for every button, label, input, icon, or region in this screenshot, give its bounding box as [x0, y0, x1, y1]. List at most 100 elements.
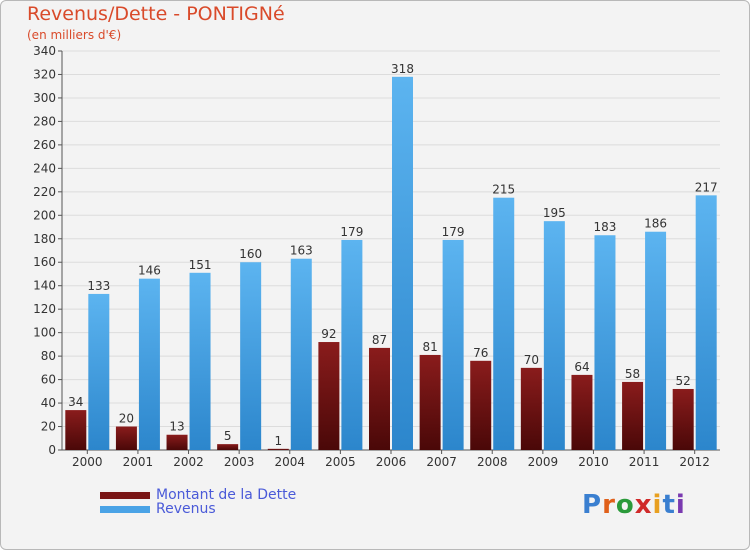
- data-label-revenus: 160: [239, 247, 262, 261]
- bar-revenus: [695, 195, 717, 450]
- y-tick-label: 140: [33, 279, 56, 293]
- data-label-revenus: 133: [87, 279, 110, 293]
- logo-letter: P: [582, 490, 603, 520]
- data-label-revenus: 179: [340, 225, 363, 239]
- y-tick-label: 180: [33, 232, 56, 246]
- y-tick-label: 300: [33, 91, 56, 105]
- legend-item-dette: Montant de la Dette: [100, 487, 296, 503]
- bar-dette: [520, 367, 542, 450]
- y-tick-label: 120: [33, 302, 56, 316]
- data-label-dette: 70: [524, 353, 539, 367]
- y-tick-label: 20: [41, 420, 56, 434]
- y-tick-label: 80: [41, 349, 56, 363]
- logo-letter: o: [615, 490, 635, 520]
- bar-dette: [115, 426, 137, 450]
- x-tick-label: 2009: [528, 455, 559, 469]
- bar-revenus: [442, 239, 464, 450]
- bar-dette: [166, 434, 188, 450]
- x-tick-label: 2011: [629, 455, 660, 469]
- proxiti-logo: Proxiti: [582, 490, 686, 520]
- x-tick-label: 2012: [679, 455, 710, 469]
- data-label-dette: 64: [574, 360, 589, 374]
- y-tick-label: 260: [33, 138, 56, 152]
- data-label-dette: 13: [169, 420, 184, 434]
- y-tick-label: 220: [33, 185, 56, 199]
- legend-swatch-revenus: [100, 505, 150, 513]
- data-label-dette: 87: [372, 333, 387, 347]
- x-tick-label: 2008: [477, 455, 508, 469]
- x-tick-label: 2006: [376, 455, 407, 469]
- bar-revenus: [290, 258, 312, 450]
- y-tick-label: 40: [41, 396, 56, 410]
- data-label-revenus: 318: [391, 62, 414, 76]
- bar-revenus: [493, 197, 515, 450]
- bar-revenus: [645, 231, 667, 450]
- data-label-dette: 92: [321, 327, 336, 341]
- bar-revenus: [392, 76, 413, 450]
- logo-letter: i: [652, 490, 663, 520]
- data-label-dette: 81: [422, 340, 437, 354]
- data-label-dette: 76: [473, 346, 488, 360]
- bar-dette: [318, 342, 340, 450]
- data-label-dette: 1: [274, 434, 282, 448]
- bar-revenus: [594, 235, 616, 450]
- data-label-revenus: 146: [138, 264, 161, 278]
- bar-dette: [369, 347, 390, 450]
- data-label-revenus: 195: [543, 206, 566, 220]
- bar-dette: [571, 374, 593, 450]
- bar-dette: [65, 410, 87, 450]
- data-label-revenus: 217: [695, 180, 718, 194]
- logo-letter: r: [602, 490, 616, 520]
- x-tick-label: 2002: [173, 455, 204, 469]
- chart-title: Revenus/Dette - PONTIGNé: [27, 3, 285, 25]
- data-label-revenus: 179: [442, 225, 465, 239]
- bar-revenus: [88, 293, 110, 450]
- x-tick-label: 2003: [224, 455, 255, 469]
- data-label-dette: 34: [68, 395, 83, 409]
- legend-label-revenus: Revenus: [156, 501, 216, 517]
- bar-revenus: [138, 278, 160, 450]
- bar-dette: [672, 388, 694, 450]
- legend-swatch-dette: [100, 491, 150, 499]
- data-label-dette: 5: [224, 429, 232, 443]
- data-label-revenus: 215: [492, 183, 515, 197]
- logo-letter: i: [675, 490, 686, 520]
- bar-dette: [622, 381, 644, 450]
- y-tick-label: 160: [33, 255, 56, 269]
- y-tick-label: 280: [33, 114, 56, 128]
- data-label-revenus: 186: [644, 217, 667, 231]
- bar-dette: [419, 354, 441, 450]
- bar-dette: [267, 448, 289, 450]
- logo-letter: t: [662, 490, 676, 520]
- y-tick-label: 100: [33, 326, 56, 340]
- bar-revenus: [189, 272, 211, 450]
- chart-subtitle: (en milliers d'€): [27, 28, 122, 42]
- data-label-dette: 58: [625, 367, 640, 381]
- y-tick-label: 60: [41, 373, 56, 387]
- x-tick-label: 2010: [578, 455, 609, 469]
- data-label-revenus: 183: [594, 220, 617, 234]
- y-tick-label: 200: [33, 208, 56, 222]
- logo-letter: x: [634, 490, 653, 520]
- bar-revenus: [240, 262, 262, 450]
- legend-item-revenus: Revenus: [100, 501, 216, 517]
- plot-area: [62, 51, 720, 450]
- x-tick-label: 2004: [274, 455, 305, 469]
- data-label-dette: 52: [676, 374, 691, 388]
- data-label-dette: 20: [119, 412, 134, 426]
- x-tick-label: 2000: [72, 455, 103, 469]
- legend-label-dette: Montant de la Dette: [156, 487, 297, 503]
- x-tick-label: 2007: [426, 455, 457, 469]
- bar-revenus: [341, 239, 363, 450]
- bar-dette: [217, 444, 239, 450]
- y-tick-label: 340: [33, 44, 56, 58]
- bar-dette: [470, 360, 492, 450]
- data-label-revenus: 151: [189, 258, 212, 272]
- x-tick-label: 2005: [325, 455, 356, 469]
- data-label-revenus: 163: [290, 244, 313, 258]
- y-tick-label: 320: [33, 67, 56, 81]
- y-tick-label: 240: [33, 161, 56, 175]
- x-tick-label: 2001: [123, 455, 154, 469]
- bar-revenus: [543, 221, 565, 450]
